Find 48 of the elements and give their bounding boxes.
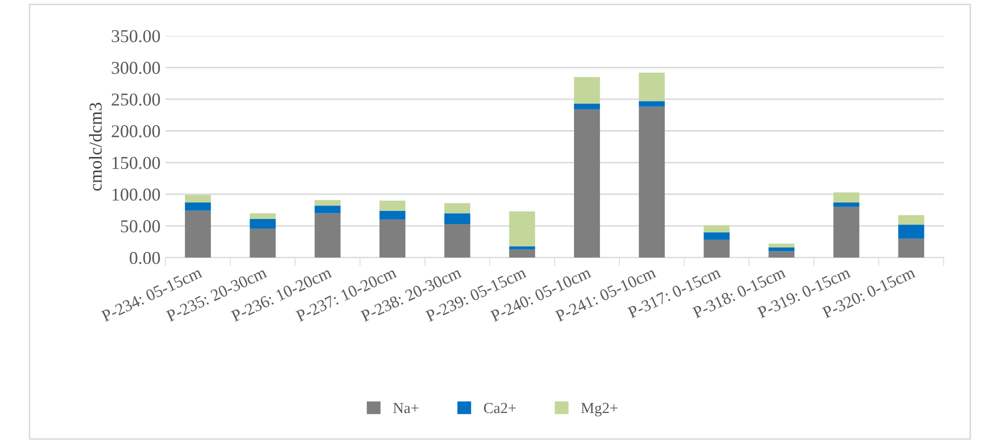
bar (444, 203, 470, 214)
bar (444, 213, 470, 224)
bar (833, 206, 860, 258)
y-tick-label: 150.00 (112, 156, 160, 170)
bar (768, 244, 794, 248)
bar (768, 251, 794, 258)
y-tick-label: 250.00 (112, 93, 160, 106)
bar (509, 211, 536, 246)
bar (250, 228, 276, 258)
bar (184, 202, 211, 211)
bar (898, 238, 924, 258)
bar (184, 210, 211, 258)
legend-label: Na+ (393, 403, 418, 414)
bar (704, 240, 730, 258)
y-tick-label: 100.00 (112, 188, 160, 201)
bar (704, 225, 730, 232)
bar (768, 247, 794, 252)
bar (704, 232, 730, 240)
bar (250, 218, 276, 228)
bar (379, 200, 406, 211)
bar (898, 224, 924, 239)
bar (314, 213, 341, 258)
y-tick-label: 200.00 (112, 125, 160, 138)
bar (898, 215, 924, 225)
bar (314, 206, 341, 214)
bar (574, 77, 600, 104)
bar (250, 213, 276, 219)
bar (833, 192, 860, 202)
bar (184, 194, 211, 202)
legend-label: Ca2+ (484, 402, 516, 414)
bar (833, 202, 860, 207)
bar (379, 210, 406, 220)
bar (638, 106, 665, 258)
bar (638, 101, 665, 107)
y-tick-label: 300.00 (112, 62, 160, 74)
y-axis-title: cmolc/dcm3 (89, 102, 102, 191)
bar (509, 249, 536, 258)
bar (314, 200, 341, 206)
bar (574, 109, 600, 258)
bar (444, 224, 470, 258)
bar (509, 246, 536, 250)
bar (574, 104, 600, 110)
y-tick-label: 0.00 (130, 252, 160, 264)
y-tick-label: 50.00 (121, 220, 160, 232)
bar (638, 72, 665, 102)
y-tick-label: 350.00 (112, 30, 160, 42)
bar (379, 220, 406, 258)
legend-label: Mg2+ (581, 402, 618, 416)
